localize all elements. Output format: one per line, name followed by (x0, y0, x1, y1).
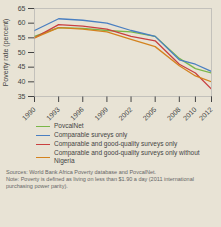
svg-text:1993: 1993 (45, 106, 61, 122)
svg-text:2005: 2005 (142, 106, 158, 122)
svg-text:2012: 2012 (198, 106, 214, 122)
svg-text:40: 40 (18, 78, 26, 85)
html-text:PovcalNet: PovcalNet (54, 122, 84, 129)
svg-text:60: 60 (18, 19, 26, 26)
html-text:Sources: World Bank Africa Pov: Sources: World Bank Africa Poverty datab… (6, 169, 194, 189)
svg-text:45: 45 (18, 63, 26, 70)
svg-text:2002: 2002 (117, 106, 133, 122)
svg-text:55: 55 (18, 34, 26, 41)
svg-text:1996: 1996 (69, 106, 85, 122)
svg-text:65: 65 (18, 5, 26, 12)
html-text:Comparable surveys only: Comparable surveys only (54, 131, 128, 138)
svg-text:Poverty rate (percent): Poverty rate (percent) (2, 19, 10, 87)
svg-text:35: 35 (18, 93, 26, 100)
svg-text:2010: 2010 (182, 106, 198, 122)
html-text:Comparable and good-quality su: Comparable and good-quality surveys only… (54, 149, 200, 164)
svg-text:1999: 1999 (93, 106, 109, 122)
html-text:Comparable and good-quality su: Comparable and good-quality surveys only (54, 140, 178, 147)
svg-text:1990: 1990 (21, 106, 37, 122)
svg-text:50: 50 (18, 49, 26, 56)
svg-text:2008: 2008 (166, 106, 182, 122)
